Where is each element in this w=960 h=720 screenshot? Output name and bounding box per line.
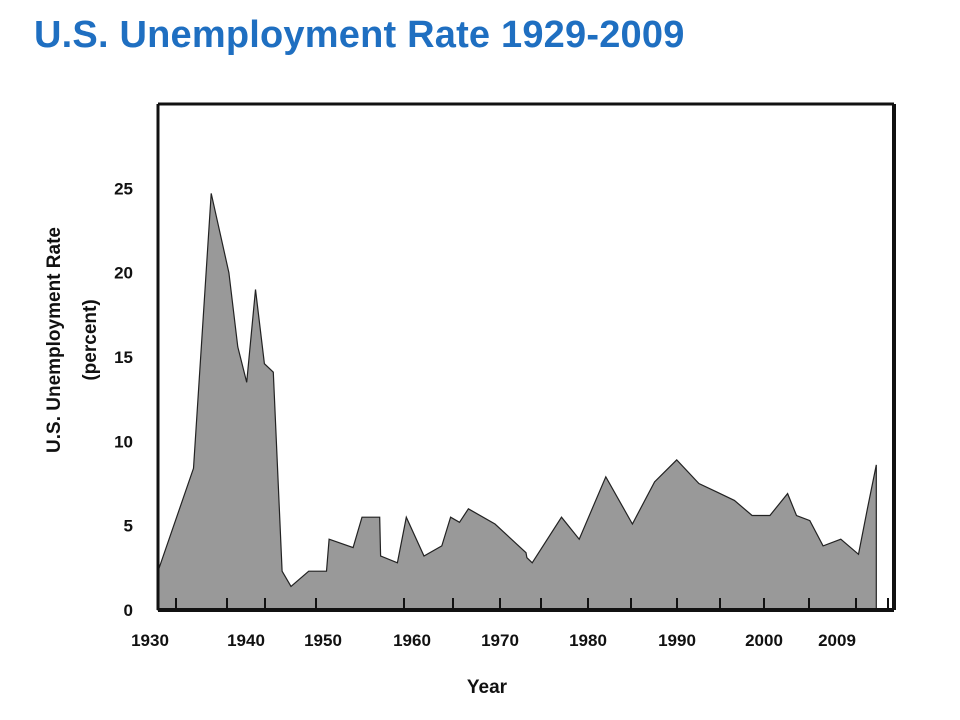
x-tick-label: 1960 <box>393 631 431 650</box>
page-title: U.S. Unemployment Rate 1929-2009 <box>34 14 685 56</box>
y-tick-label: 15 <box>114 348 133 367</box>
plot-frame <box>156 102 896 612</box>
x-tick-label: 1980 <box>569 631 607 650</box>
y-tick-label: 10 <box>114 432 133 451</box>
x-tick-label: 1950 <box>304 631 342 650</box>
x-tick-label: 1970 <box>481 631 519 650</box>
y-tick-label: 20 <box>114 264 133 283</box>
x-tick-label: 2009 <box>818 631 856 650</box>
y-tick-label: 5 <box>124 517 133 536</box>
x-tick-label: 2000 <box>745 631 783 650</box>
x-axis-title: Year <box>467 677 508 698</box>
y-tick-label: 25 <box>114 179 133 198</box>
x-tick-label: 1990 <box>658 631 696 650</box>
area-series-layer <box>157 193 877 611</box>
area-series-0 <box>157 193 877 611</box>
x-tick-label: 1930 <box>131 631 169 650</box>
x-tick-labels: 1930 1940 1950 1960 1970 1980 1990 2000 2009 <box>131 598 889 650</box>
x-tick-label: 1940 <box>227 631 265 650</box>
y-tick-label: 0 <box>124 601 133 620</box>
y-axis-title-line1: U.S. Unemployment Rate <box>44 227 65 453</box>
y-axis-title-line2: (percent) <box>80 299 101 380</box>
y-tick-labels: 0 5 10 15 20 25 <box>114 179 133 620</box>
